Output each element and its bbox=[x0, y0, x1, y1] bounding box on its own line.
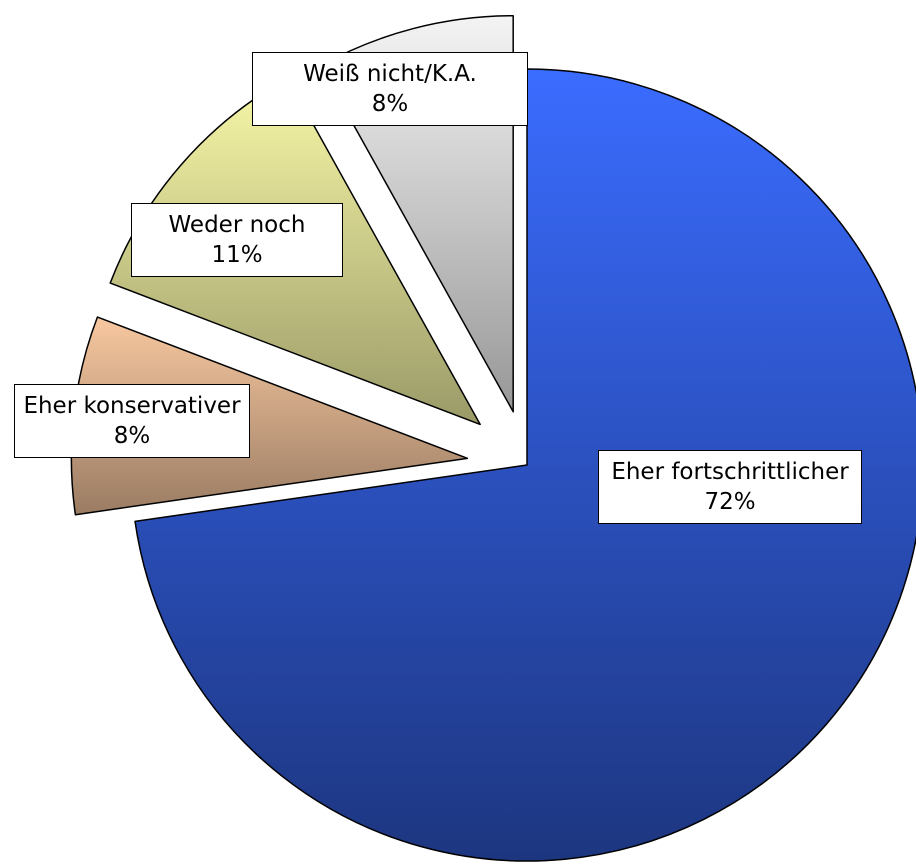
value-label: 8% bbox=[371, 91, 409, 117]
slice-label: Eher konservativer 8% bbox=[14, 384, 250, 458]
pie-slice bbox=[134, 68, 916, 862]
slice-label: Weder noch 11% bbox=[131, 203, 343, 277]
value-label: 72% bbox=[704, 489, 756, 515]
slice-label: Weiß nicht/K.A. 8% bbox=[252, 52, 528, 126]
value-label: 11% bbox=[211, 242, 263, 268]
value-label: 8% bbox=[113, 423, 151, 449]
category-label: Eher fortschrittlicher bbox=[611, 459, 849, 485]
category-label: Weiß nicht/K.A. bbox=[303, 61, 477, 87]
category-label: Weder noch bbox=[168, 212, 306, 238]
slice-label: Eher fortschrittlicher 72% bbox=[598, 450, 862, 524]
category-label: Eher konservativer bbox=[23, 393, 241, 419]
